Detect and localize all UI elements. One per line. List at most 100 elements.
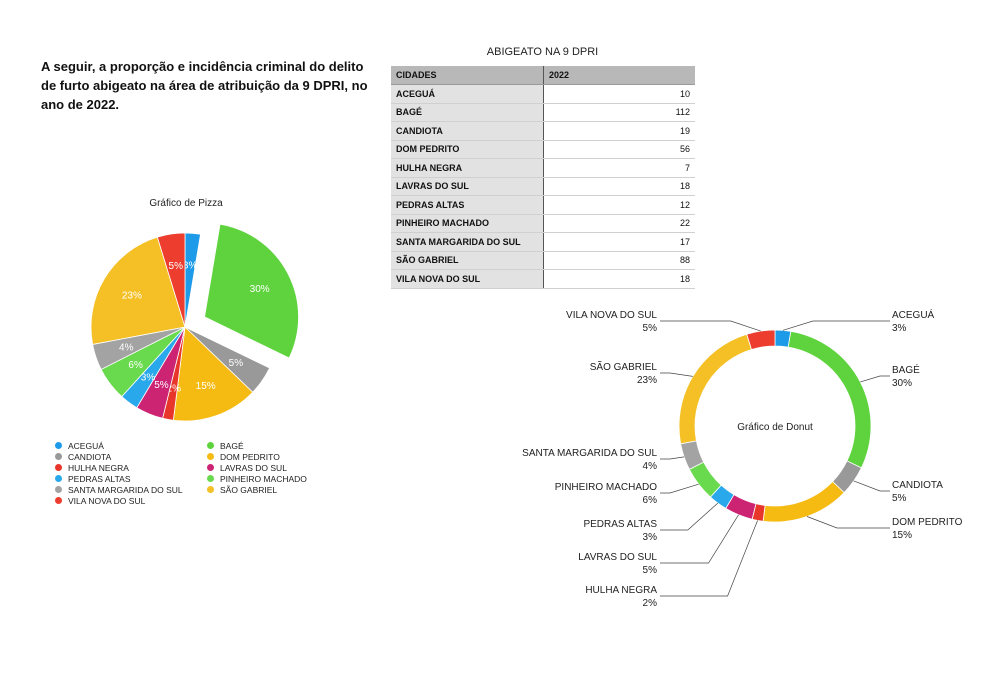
legend-label: PEDRAS ALTAS <box>68 473 131 484</box>
legend-swatch <box>207 464 214 471</box>
donut-callout-label: VILA NOVA DO SUL <box>566 310 657 321</box>
donut-callout-label: SÃO GABRIEL <box>590 360 658 373</box>
donut-callout-label: PINHEIRO MACHADO <box>555 482 657 493</box>
legend-swatch <box>55 442 62 449</box>
pie-slice-label: 3% <box>141 372 156 383</box>
donut-callout-percent: 2% <box>643 598 658 609</box>
table-cell-value: 18 <box>543 177 695 196</box>
table-row: PINHEIRO MACHADO 22 <box>391 214 695 233</box>
callout-line <box>806 516 890 529</box>
callout-line <box>660 456 685 460</box>
legend-swatch <box>55 475 62 482</box>
pie-slice-label: 4% <box>119 342 134 353</box>
legend-label: HULHA NEGRA <box>68 462 129 473</box>
table-cell-city: DOM PEDRITO <box>391 140 544 159</box>
legend-label: VILA NOVA DO SUL <box>68 495 146 506</box>
legend-swatch <box>55 453 62 460</box>
callout-line <box>853 480 890 492</box>
table-cell-value: 18 <box>543 269 695 289</box>
donut-callout-percent: 4% <box>643 461 658 472</box>
legend-item-dom-pedrito: DOM PEDRITO <box>207 451 359 462</box>
table-cell-city: VILA NOVA DO SUL <box>391 269 544 289</box>
legend-item-hulha-negra: HULHA NEGRA <box>55 462 207 473</box>
data-table: CIDADES 2022 ACEGUÁ 10 BAGÉ 112 CANDIOTA 19 DO… <box>391 66 695 289</box>
donut-segment-bage <box>787 330 872 469</box>
intro-text: A seguir, a proporção e incidência crimi… <box>41 59 368 112</box>
pie-chart-title: Gráfico de Pizza <box>149 198 223 209</box>
donut-callout-percent: 15% <box>892 530 912 541</box>
legend-swatch <box>207 475 214 482</box>
table-cell-value: 22 <box>543 214 695 233</box>
legend-item-sao-gabriel: SÃO GABRIEL <box>207 484 359 495</box>
legend-swatch <box>55 486 62 493</box>
callout-line <box>660 320 761 332</box>
table-cell-value: 88 <box>543 251 695 270</box>
donut-chart: ACEGUÁ 3% BAGÉ 30% CANDIOTA 5% DOM PEDRITO 15% H… <box>522 308 963 609</box>
donut-callout-percent: 5% <box>643 323 658 334</box>
callout-line <box>860 375 890 383</box>
legend-label: BAGÉ <box>220 440 244 451</box>
donut-callout-label: DOM PEDRITO <box>892 517 963 528</box>
table-cell-city: LAVRAS DO SUL <box>391 177 544 196</box>
pie-slice-label: 5% <box>154 380 169 391</box>
legend-label: CANDIOTA <box>68 451 112 462</box>
callout-line <box>660 514 739 564</box>
table-header-row: CIDADES 2022 <box>391 66 695 85</box>
callout-line <box>660 520 758 597</box>
legend-item-candiota: CANDIOTA <box>55 451 207 462</box>
table-cell-city: BAGÉ <box>391 103 544 122</box>
table-cell-value: 19 <box>543 121 695 141</box>
pie-chart: 3%30%5%15%2%5%3%6%4%23%5% <box>90 223 299 422</box>
callout-line <box>782 320 890 331</box>
table-row: HULHA NEGRA 7 <box>391 158 695 178</box>
header-cidades: CIDADES <box>391 66 544 85</box>
donut-callout-percent: 5% <box>892 493 907 504</box>
legend-swatch <box>207 486 214 493</box>
table-cell-value: 56 <box>543 140 695 159</box>
legend-item-lavras-do-sul: LAVRAS DO SUL <box>207 462 359 473</box>
table-cell-city: PINHEIRO MACHADO <box>391 214 544 233</box>
legend-item-bage: BAGÉ <box>207 440 359 451</box>
donut-segment-vila-nova-do-sul <box>746 329 776 351</box>
table-cell-city: HULHA NEGRA <box>391 158 544 178</box>
table-cell-city: SANTA MARGARIDA DO SUL <box>391 232 544 252</box>
table-cell-city: PEDRAS ALTAS <box>391 195 544 215</box>
pie-slice-label: 2% <box>167 384 182 395</box>
callout-line <box>660 372 693 377</box>
pie-slice-label: 15% <box>196 381 216 392</box>
legend-label: SANTA MARGARIDA DO SUL <box>68 484 183 495</box>
donut-callout-label: BAGÉ <box>892 363 920 376</box>
pie-slice-label: 3% <box>183 261 198 272</box>
donut-callout-label: PEDRAS ALTAS <box>583 519 657 530</box>
pie-slice-label: 30% <box>250 284 270 295</box>
table-row: LAVRAS DO SUL 18 <box>391 177 695 196</box>
table-cell-value: 17 <box>543 232 695 252</box>
legend-swatch <box>207 453 214 460</box>
legend-label: LAVRAS DO SUL <box>220 462 287 473</box>
table-row: PEDRAS ALTAS 12 <box>391 195 695 215</box>
donut-callout-label: LAVRAS DO SUL <box>578 552 657 563</box>
pie-slice-label: 23% <box>122 290 142 301</box>
donut-callout-label: ACEGUÁ <box>892 308 935 321</box>
pie-slice-acegua <box>184 232 201 328</box>
table-title: ABIGEATO NA 9 DPRI <box>486 46 599 58</box>
callout-line <box>660 483 699 494</box>
pie-slice-vila-nova-do-sul <box>156 232 186 328</box>
pie-legend: ACEGUÁ BAGÉ CANDIOTA DOM PEDRITO HULHA NEGRA… <box>55 440 375 506</box>
table-cell-value: 7 <box>543 158 695 178</box>
legend-item-vila-nova-do-sul: VILA NOVA DO SUL <box>55 495 207 506</box>
table-cell-city: ACEGUÁ <box>391 84 544 104</box>
donut-callout-label: CANDIOTA <box>892 480 943 491</box>
legend-label: PINHEIRO MACHADO <box>220 473 307 484</box>
pie-slice-label: 6% <box>128 360 143 371</box>
legend-swatch <box>55 497 62 504</box>
donut-callout-percent: 23% <box>637 375 657 386</box>
table-cell-value: 10 <box>543 84 695 104</box>
pie-slice-label: 5% <box>229 358 244 369</box>
table-cell-city: CANDIOTA <box>391 121 544 141</box>
pie-slice-sao-gabriel <box>90 236 186 345</box>
table-row: CANDIOTA 19 <box>391 121 695 141</box>
legend-swatch <box>55 464 62 471</box>
pie-slice-label: 5% <box>169 261 184 272</box>
donut-callout-percent: 5% <box>643 565 658 576</box>
